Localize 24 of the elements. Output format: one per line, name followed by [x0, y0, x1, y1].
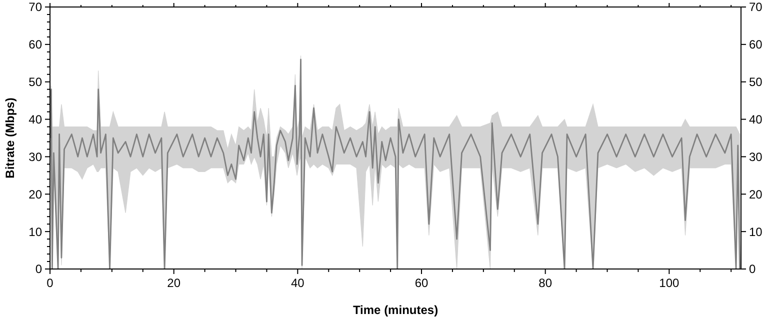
x-tick-label: 40	[290, 276, 305, 290]
y-tick-label: 20	[28, 187, 42, 202]
y-tick-label: 70	[28, 0, 42, 14]
y-tick-label: 40	[28, 112, 42, 126]
y2-tick-label: 20	[749, 187, 763, 202]
y2-tick-label: 60	[749, 38, 763, 52]
y2-tick-label: 70	[749, 0, 763, 14]
x-tick-label: 60	[414, 276, 428, 290]
y2-tick-label: 40	[749, 112, 763, 126]
x-tick-label: 0	[46, 276, 54, 290]
x-tick-label: 100	[659, 276, 680, 290]
y2-tick-label: 30	[749, 150, 763, 164]
x-tick-label: 80	[538, 276, 552, 290]
y-tick-label: 10	[28, 224, 42, 239]
y-tick-label: 0	[35, 262, 42, 276]
y-tick-label: 50	[28, 75, 42, 90]
x-tick-label: 20	[167, 276, 181, 290]
y-tick-label: 30	[28, 150, 42, 164]
y2-tick-label: 50	[749, 75, 763, 90]
y-tick-label: 60	[28, 38, 42, 52]
y2-tick-label: 10	[749, 224, 763, 239]
y2-tick-label: 0	[749, 262, 756, 276]
x-axis-title: Time (minutes)	[352, 303, 438, 317]
y-axis-title: Bitrate (Mbps)	[3, 98, 17, 178]
